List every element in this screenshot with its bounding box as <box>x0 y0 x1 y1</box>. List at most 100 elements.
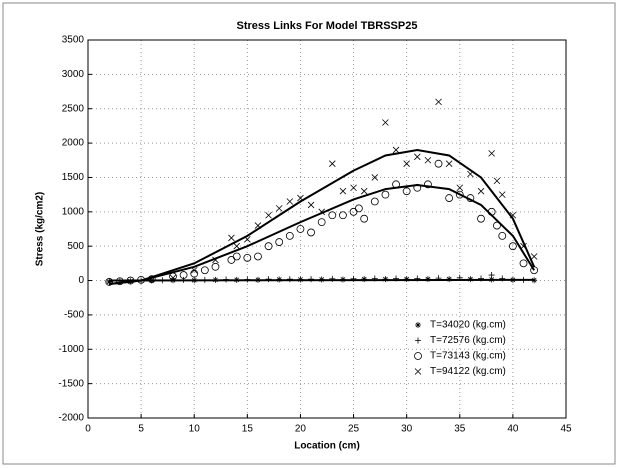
y-tick-label: 2000 <box>62 138 85 149</box>
legend-marker <box>415 337 421 344</box>
point <box>138 277 145 284</box>
point <box>371 275 378 282</box>
point <box>424 276 431 283</box>
point <box>403 160 410 167</box>
point <box>276 276 283 283</box>
point <box>520 242 527 250</box>
point <box>456 274 463 281</box>
y-tick-label: 500 <box>67 241 84 252</box>
point <box>115 277 124 286</box>
point <box>530 253 538 260</box>
point <box>159 277 166 284</box>
point <box>329 275 336 282</box>
point <box>435 275 442 282</box>
y-tick-label: 3000 <box>62 69 85 80</box>
point <box>243 253 252 262</box>
point <box>264 242 273 251</box>
y-tick-label: 1000 <box>62 206 85 217</box>
y-tick-label: 2500 <box>62 103 85 114</box>
legend-marker <box>414 352 422 360</box>
y-tick-label: 1500 <box>62 172 85 183</box>
point <box>477 187 485 195</box>
point <box>339 211 347 220</box>
fit-curve <box>109 184 535 285</box>
x-tick-label: 35 <box>454 424 466 435</box>
point <box>116 278 123 285</box>
point <box>329 160 336 167</box>
point <box>211 262 220 271</box>
point <box>488 276 495 283</box>
point <box>498 191 506 198</box>
point <box>244 236 251 243</box>
point <box>393 275 400 282</box>
point <box>354 204 363 213</box>
y-tick-label: -1000 <box>58 344 84 355</box>
plot-area <box>88 40 566 418</box>
point <box>339 276 346 283</box>
x-tick-label: 5 <box>138 424 144 435</box>
chart-title: Stress Links For Model TBRSSP25 <box>237 20 418 32</box>
point <box>201 276 208 283</box>
point <box>445 160 453 167</box>
y-tick-label: -500 <box>64 310 84 321</box>
point <box>317 218 326 227</box>
point <box>467 276 474 283</box>
point <box>445 194 454 202</box>
point <box>137 275 146 284</box>
point <box>233 276 240 283</box>
point <box>265 211 272 219</box>
x-tick-label: 45 <box>560 424 572 435</box>
point <box>498 231 507 240</box>
y-tick-label: 0 <box>78 275 84 286</box>
point <box>350 275 357 282</box>
point <box>456 184 464 192</box>
point <box>223 276 230 283</box>
point <box>297 276 304 283</box>
point <box>455 190 464 199</box>
point <box>244 276 251 283</box>
point <box>466 194 475 202</box>
legend-marker <box>415 322 421 328</box>
point <box>360 187 368 195</box>
legend-label: T=94122 (kg.cm) <box>430 366 506 377</box>
point <box>328 211 337 220</box>
point <box>424 180 432 189</box>
point <box>286 276 293 283</box>
legend-label: T=72576 (kg.cm) <box>430 335 506 346</box>
point <box>127 278 134 285</box>
point <box>233 242 240 250</box>
point <box>360 214 369 223</box>
point <box>126 276 135 285</box>
point <box>392 146 400 154</box>
point <box>392 180 400 189</box>
point <box>286 198 294 205</box>
point <box>509 211 517 219</box>
fit-curve <box>109 148 536 285</box>
point <box>493 177 501 185</box>
point <box>200 266 209 275</box>
point <box>308 276 315 283</box>
point <box>488 150 495 157</box>
point <box>318 208 325 216</box>
legend-label: T=73143 (kg.cm) <box>430 351 506 362</box>
point <box>180 276 187 283</box>
point <box>147 275 156 284</box>
point <box>434 159 443 168</box>
point <box>487 207 496 216</box>
x-tick-label: 25 <box>348 424 360 435</box>
point <box>530 266 539 275</box>
point <box>350 184 357 192</box>
y-tick-label: -1500 <box>58 378 84 389</box>
point <box>478 275 485 282</box>
point <box>402 187 411 196</box>
point <box>169 272 177 281</box>
point <box>414 275 421 282</box>
x-axis-label: Location (cm) <box>294 441 360 452</box>
legend-label: T=34020 (kg.cm) <box>430 320 506 331</box>
point <box>254 222 262 229</box>
point <box>275 205 283 212</box>
point <box>477 214 485 223</box>
point <box>435 98 442 106</box>
point <box>148 277 155 284</box>
